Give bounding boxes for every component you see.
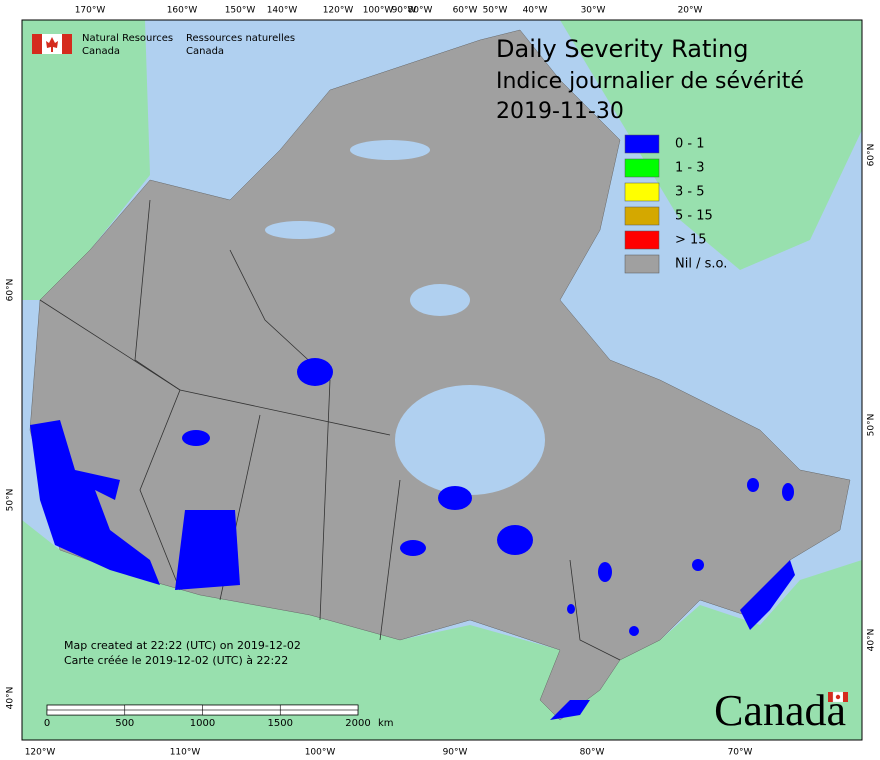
legend-label: 5 - 15 (675, 209, 713, 224)
flag-bar (32, 34, 42, 54)
legend-label: Nil / s.o. (675, 257, 727, 272)
longitude-label: 100°W (305, 748, 336, 758)
borders (39, 199, 621, 661)
longitude-label: 30°W (581, 6, 606, 16)
longitude-label: 150°W (225, 6, 256, 16)
longitude-label: 80°W (580, 748, 605, 758)
alaska (22, 20, 150, 300)
legend-swatch (624, 134, 660, 154)
scale-label: 2000 (345, 718, 370, 729)
area (598, 562, 612, 582)
area (497, 525, 533, 555)
scale-label: 1000 (190, 718, 215, 729)
legend-label: > 15 (675, 233, 707, 248)
legend-label: 0 - 1 (675, 137, 705, 152)
longitude-label: 120°W (323, 6, 354, 16)
scale-bar: 0 500 1000 1500 2000 km (44, 704, 394, 729)
scale-label: 1500 (268, 718, 293, 729)
scale-segment (46, 709, 126, 716)
scale-label: 500 (115, 718, 134, 729)
department-en: Natural Resources (82, 33, 173, 44)
latitude-label: 50°N (867, 414, 877, 437)
longitude-label: 20°W (678, 6, 703, 16)
legend: 0 - 1 1 - 3 3 - 5 5 - 15 > 15 Nil / s.o. (624, 134, 727, 274)
united-states (22, 520, 862, 740)
department-en: Canada (82, 46, 120, 57)
flag-bar (62, 34, 72, 54)
wordmark-flag (828, 691, 848, 703)
longitude-label: 80°W (408, 6, 433, 16)
area (438, 486, 472, 510)
longitude-label: 140°W (267, 6, 298, 16)
longitude-label: 70°W (728, 748, 753, 758)
flag-bar (843, 692, 848, 702)
channel (350, 140, 430, 160)
flag-bar (828, 692, 833, 702)
subtitle: Indice journalier de sévérité (496, 69, 804, 94)
area (550, 700, 590, 720)
credit: Carte créée le 2019-12-02 (UTC) à 22:22 (64, 654, 288, 667)
scale-unit: km (378, 718, 394, 729)
credit: Map created at 22:22 (UTC) on 2019-12-02 (64, 639, 301, 652)
latitude-label: 60°N (867, 144, 877, 167)
legend-swatch (624, 158, 660, 178)
scale-segment (124, 704, 203, 711)
title: Daily Severity Rating (496, 35, 748, 63)
scale-segment (202, 709, 281, 716)
wordmark: Canada (714, 686, 846, 735)
latitude-label: 40°N (6, 687, 16, 710)
longitude-label: 170°W (75, 6, 106, 16)
flag (32, 34, 72, 54)
latitude-label: 40°N (867, 629, 877, 652)
legend-swatch (624, 206, 660, 226)
legend-swatch (624, 182, 660, 202)
area (297, 358, 333, 386)
channel (265, 221, 335, 239)
area (740, 560, 795, 630)
border (229, 249, 331, 621)
department-fr: Ressources naturelles (186, 33, 295, 44)
hudson-bay (395, 385, 545, 495)
rating-areas (30, 358, 795, 720)
longitude-label: 90°W (443, 748, 468, 758)
longitude-label: 100°W (363, 6, 394, 16)
border (569, 559, 621, 661)
longitude-label: 120°W (25, 748, 56, 758)
area (182, 430, 210, 446)
border (134, 199, 181, 591)
border (379, 479, 401, 641)
frame (21, 19, 863, 741)
latitude-label: 50°N (6, 489, 16, 512)
area (747, 478, 759, 492)
longitude-label: 60°W (453, 6, 478, 16)
area (30, 420, 160, 585)
scale-label: 0 (44, 718, 50, 729)
area (692, 559, 704, 571)
area (175, 510, 240, 590)
maple-leaf (835, 694, 841, 700)
date: 2019-11-30 (496, 99, 624, 124)
area (400, 540, 426, 556)
legend-label: 1 - 3 (675, 161, 705, 176)
longitude-label: 160°W (167, 6, 198, 16)
longitude-label: 50°W (483, 6, 508, 16)
greenland (560, 20, 862, 270)
department-fr: Canada (186, 46, 224, 57)
longitude-label: 90°W (392, 6, 417, 16)
area (782, 483, 794, 501)
latitude-label: 60°N (6, 279, 16, 302)
legend-label: 3 - 5 (675, 185, 705, 200)
legend-swatch (624, 254, 660, 274)
graticule-labels: 170°W 160°W 150°W 140°W 120°W 100°W90°W80°W 60… (6, 6, 877, 758)
longitude-label: 40°W (523, 6, 548, 16)
legend-swatch (624, 230, 660, 250)
longitude-label: 110°W (170, 748, 201, 758)
area (567, 604, 575, 614)
area (629, 626, 639, 636)
channel (410, 284, 470, 316)
scale-segment (279, 704, 359, 711)
maple-leaf (46, 37, 58, 52)
